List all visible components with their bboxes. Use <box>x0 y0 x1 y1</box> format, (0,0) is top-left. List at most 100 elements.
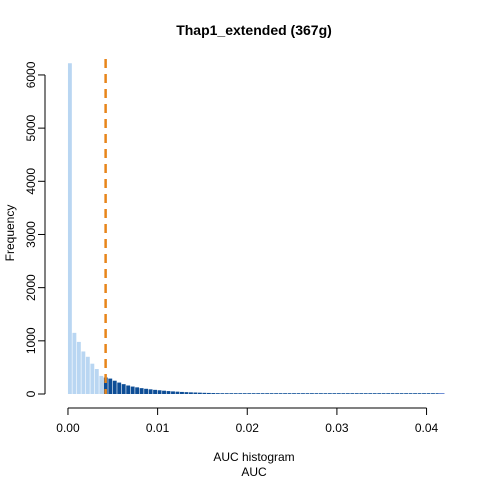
histogram-bar <box>108 378 113 394</box>
histogram-bar <box>287 393 292 394</box>
y-tick-label: 0 <box>24 390 38 397</box>
histogram-bar <box>175 391 180 394</box>
histogram-bar <box>260 393 265 394</box>
x-axis-label-line2: AUC <box>241 465 267 479</box>
histogram-bar <box>76 341 81 394</box>
histogram-bar <box>381 393 386 394</box>
axes: 0.00 0.01 0.02 0.03 0.04 0 1000 2000 3000 4000 500… <box>24 61 439 435</box>
x-tick-label: 0.03 <box>325 421 349 435</box>
histogram-bar <box>144 388 149 394</box>
histogram-bar <box>233 393 238 394</box>
histogram-bar <box>269 393 274 394</box>
histogram-bar <box>372 393 377 394</box>
histogram-bar <box>354 393 359 394</box>
histogram-bar <box>386 393 391 394</box>
histogram-bar <box>251 393 256 394</box>
histogram-bar <box>417 393 422 394</box>
histogram-bar <box>224 393 229 394</box>
histogram-bar <box>278 393 283 394</box>
histogram-bar <box>148 389 153 394</box>
x-tick-label: 0.02 <box>236 421 260 435</box>
histogram-bar <box>314 393 319 394</box>
histogram-bar <box>117 382 122 394</box>
histogram-bar <box>336 393 341 394</box>
histogram-bar <box>301 393 305 394</box>
histogram-bar <box>341 393 346 394</box>
histogram-bar <box>292 393 296 394</box>
histogram-bar <box>211 393 216 394</box>
histogram-bar <box>404 393 409 394</box>
histogram-bar <box>135 387 140 394</box>
histogram-bar <box>171 391 175 394</box>
histogram-bar <box>90 363 95 394</box>
histogram-bar <box>435 393 440 394</box>
histogram-bar <box>283 393 287 394</box>
histogram-bar <box>305 393 310 394</box>
histogram-bar <box>327 393 332 394</box>
histogram-bar <box>363 393 368 394</box>
histogram-bar <box>229 393 234 394</box>
histogram-bar <box>377 393 382 394</box>
y-tick-label: 2000 <box>24 274 38 301</box>
x-tick-label: 0.00 <box>56 421 80 435</box>
histogram-bar <box>188 392 193 394</box>
chart-title: Thap1_extended (367g) <box>176 22 332 38</box>
histogram-bar <box>193 392 198 394</box>
histogram-bar <box>359 393 364 394</box>
histogram-bar <box>184 392 189 394</box>
histogram-bar <box>395 393 400 394</box>
histogram-bar <box>197 392 202 394</box>
histogram-bar <box>318 393 323 394</box>
histogram-bar <box>202 392 207 394</box>
histogram-bar <box>408 393 413 394</box>
histogram-bar <box>166 391 171 394</box>
histogram-bar <box>139 388 144 394</box>
histogram-bar <box>310 393 314 394</box>
histogram-bar <box>112 380 117 394</box>
x-tick-label: 0.04 <box>415 421 439 435</box>
histogram-bar <box>206 392 211 394</box>
y-tick-label: 1000 <box>24 327 38 354</box>
y-tick-label: 6000 <box>24 61 38 88</box>
histogram-bar <box>368 393 373 394</box>
histogram-bar <box>422 393 426 394</box>
histogram-bar <box>247 393 252 394</box>
histogram-bar <box>274 393 279 394</box>
y-tick-label: 4000 <box>24 168 38 195</box>
histogram-bar <box>256 393 261 394</box>
histogram-bar <box>220 393 225 394</box>
y-tick-label: 5000 <box>24 114 38 141</box>
histogram-bar <box>126 385 131 394</box>
histogram-bar <box>130 386 135 394</box>
y-tick-label: 3000 <box>24 221 38 248</box>
histogram-bar <box>157 390 162 394</box>
histogram-bar <box>67 63 72 394</box>
histogram-bar <box>296 393 301 394</box>
histogram-bar <box>85 356 90 394</box>
histogram-bar <box>99 375 104 394</box>
histogram-bar <box>390 393 395 394</box>
histogram-bar <box>72 332 77 394</box>
histogram-bar <box>332 393 337 394</box>
histogram-bars <box>67 63 445 394</box>
histogram-bar <box>431 393 435 394</box>
y-axis-label: Frequency <box>3 205 17 262</box>
histogram-bar <box>162 390 166 394</box>
histogram-bar <box>94 369 99 394</box>
histogram-bar <box>323 393 328 394</box>
histogram-bar <box>242 393 247 394</box>
x-axis-label-line1: AUC histogram <box>213 450 294 464</box>
histogram-bar <box>238 393 243 394</box>
x-tick-label: 0.01 <box>146 421 170 435</box>
histogram-bar <box>399 393 404 394</box>
histogram-bar <box>345 393 350 394</box>
histogram-bar <box>121 384 126 394</box>
histogram-bar <box>350 393 355 394</box>
histogram-bar <box>103 377 108 394</box>
histogram-bar <box>265 393 270 394</box>
histogram-bar <box>426 393 431 394</box>
histogram-bar <box>153 389 158 394</box>
histogram-bar <box>215 393 220 394</box>
